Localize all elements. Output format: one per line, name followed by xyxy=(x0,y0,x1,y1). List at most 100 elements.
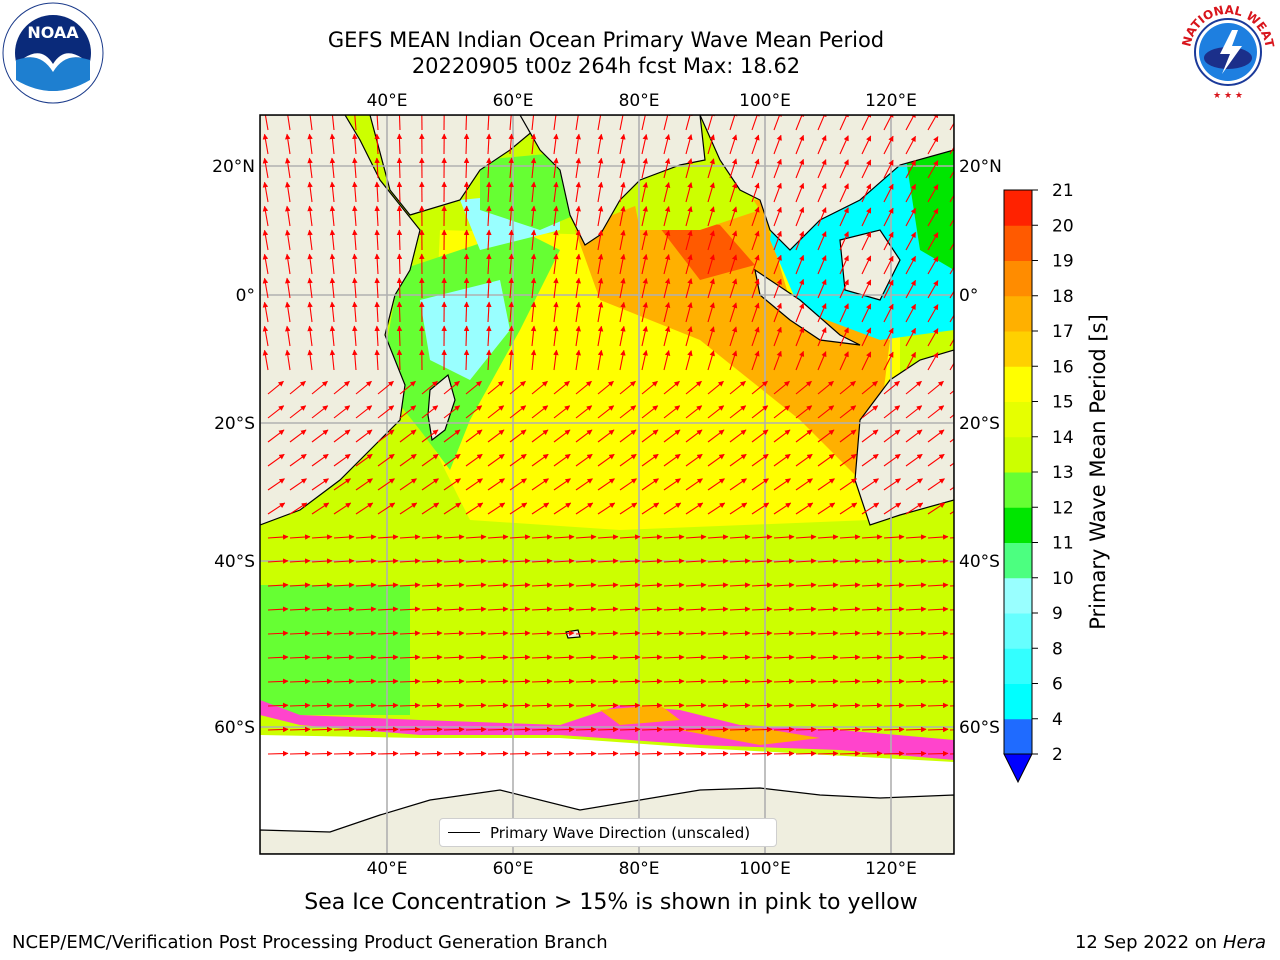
wave-direction-arrow xyxy=(949,414,954,419)
wave-direction-arrow xyxy=(927,582,949,588)
wave-direction-arrow xyxy=(267,429,285,443)
wave-direction-arrow xyxy=(663,606,685,612)
wave-direction-arrow xyxy=(289,630,311,636)
wave-direction-arrow xyxy=(267,678,289,685)
wave-direction-arrow xyxy=(355,750,377,757)
wave-direction-arrow xyxy=(443,702,465,709)
wave-direction-arrow xyxy=(729,158,738,179)
wave-direction-arrow xyxy=(729,350,738,371)
wave-direction-arrow xyxy=(307,181,313,203)
wave-direction-arrow xyxy=(883,183,894,203)
colorbar-tick-label: 12 xyxy=(1052,498,1074,518)
wave-direction-arrow xyxy=(685,606,707,612)
wave-direction-arrow xyxy=(333,702,355,709)
wave-direction-arrow xyxy=(486,301,492,323)
wave-direction-arrow xyxy=(619,301,626,323)
colorbar-segment xyxy=(1004,331,1032,367)
wave-direction-arrow xyxy=(597,229,604,251)
wave-direction-arrow xyxy=(333,582,355,588)
wave-direction-arrow xyxy=(355,380,372,395)
wave-direction-arrow xyxy=(377,502,396,515)
wave-direction-arrow xyxy=(377,558,399,564)
wave-direction-arrow xyxy=(663,230,671,251)
wave-direction-arrow xyxy=(289,606,311,612)
wave-direction-arrow xyxy=(443,534,465,540)
wave-direction-arrow xyxy=(396,325,403,347)
wave-direction-arrow xyxy=(927,630,949,636)
wave-direction-arrow xyxy=(641,115,648,131)
wave-direction-arrow xyxy=(663,115,671,131)
wave-direction-arrow xyxy=(773,678,795,685)
wave-direction-arrow xyxy=(508,229,514,251)
wave-direction-arrow xyxy=(307,301,313,323)
wave-direction-arrow xyxy=(399,558,421,564)
colorbar-segment xyxy=(1004,542,1032,579)
wave-direction-arrow xyxy=(619,325,626,347)
wave-direction-arrow xyxy=(509,582,531,588)
wave-direction-arrow xyxy=(553,301,559,323)
wave-direction-arrow xyxy=(463,181,470,203)
wave-direction-arrow xyxy=(355,630,377,636)
wave-direction-arrow xyxy=(883,606,905,612)
wave-direction-arrow xyxy=(795,726,817,733)
wave-direction-arrow xyxy=(421,750,443,757)
wave-direction-arrow xyxy=(374,253,380,275)
wave-direction-arrow xyxy=(663,630,685,636)
wave-direction-arrow xyxy=(597,253,604,275)
wave-direction-arrow xyxy=(311,702,333,709)
wave-direction-arrow xyxy=(795,326,805,347)
wave-direction-arrow xyxy=(399,750,421,757)
wave-direction-arrow xyxy=(861,750,883,757)
footer-date: 12 Sep 2022 on Hera xyxy=(1075,932,1266,953)
wave-direction-arrow xyxy=(685,326,693,347)
wave-direction-arrow xyxy=(311,750,333,757)
wave-direction-arrow xyxy=(773,726,795,733)
colorbar-segment xyxy=(1004,718,1032,755)
wave-direction-arrow xyxy=(729,134,738,155)
wave-direction-arrow xyxy=(530,115,537,131)
wave-direction-arrow xyxy=(374,157,380,179)
wave-direction-arrow xyxy=(531,478,549,491)
wave-direction-arrow xyxy=(663,558,685,564)
wave-direction-arrow xyxy=(773,478,791,491)
wave-direction-arrow xyxy=(575,726,597,733)
wave-direction-arrow xyxy=(663,429,681,443)
wave-direction-arrow xyxy=(487,702,509,709)
wave-direction-arrow xyxy=(663,158,671,179)
wave-direction-arrow xyxy=(751,350,760,371)
wave-direction-arrow xyxy=(575,405,593,419)
colorbar-segment xyxy=(1004,436,1032,473)
wave-direction-arrow xyxy=(311,405,329,419)
colorbar-tick-label: 17 xyxy=(1052,322,1074,342)
colorbar-tick-label: 16 xyxy=(1052,357,1074,377)
wave-direction-arrow xyxy=(509,678,531,685)
wave-direction-arrow xyxy=(905,380,922,395)
wave-direction-arrow xyxy=(795,115,805,131)
colorbar-tick-label: 4 xyxy=(1052,710,1063,730)
wave-direction-arrow xyxy=(729,380,746,395)
wave-direction-arrow xyxy=(509,558,531,564)
wave-direction-arrow xyxy=(530,133,537,155)
wave-direction-arrow xyxy=(285,229,291,251)
wave-direction-arrow xyxy=(374,349,380,371)
wave-direction-arrow xyxy=(729,115,738,131)
wave-direction-arrow xyxy=(531,405,549,419)
wave-direction-arrow xyxy=(883,654,905,661)
wave-direction-arrow xyxy=(553,157,559,179)
wave-direction-arrow xyxy=(773,502,792,515)
wave-direction-arrow xyxy=(927,558,949,564)
wave-direction-arrow xyxy=(839,207,849,227)
wave-direction-arrow xyxy=(619,726,641,733)
wave-direction-arrow xyxy=(465,606,487,612)
wave-direction-arrow xyxy=(355,453,373,467)
wave-direction-arrow xyxy=(817,750,839,757)
wave-direction-arrow xyxy=(773,630,795,636)
wave-direction-arrow xyxy=(509,702,531,709)
wave-direction-arrow xyxy=(905,750,927,757)
wave-direction-arrow xyxy=(377,429,395,443)
wave-direction-arrow xyxy=(289,558,311,564)
wave-direction-arrow xyxy=(663,654,685,661)
wave-direction-arrow xyxy=(619,582,641,588)
wave-direction-arrow xyxy=(597,478,615,491)
wave-direction-arrow xyxy=(352,205,358,227)
